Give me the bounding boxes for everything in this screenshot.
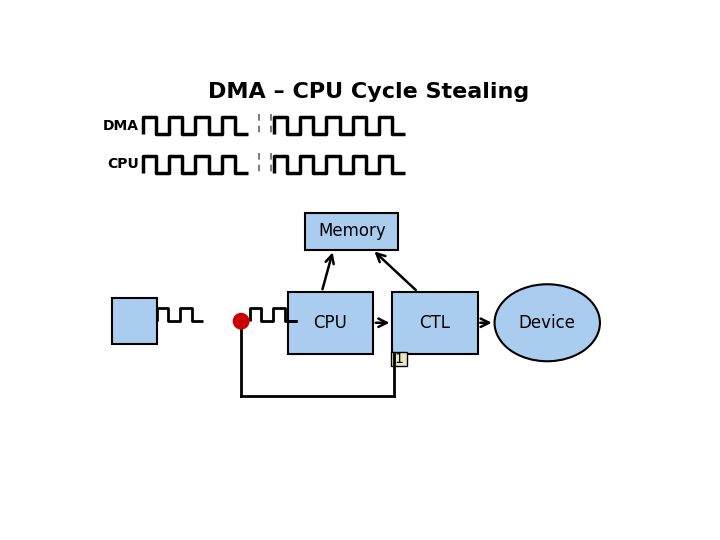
Text: CPU: CPU	[313, 314, 347, 332]
Text: DMA – CPU Cycle Stealing: DMA – CPU Cycle Stealing	[208, 82, 530, 102]
Text: 1: 1	[395, 352, 404, 366]
Text: CPU: CPU	[107, 157, 139, 171]
Circle shape	[233, 314, 249, 329]
Text: Device: Device	[518, 314, 576, 332]
FancyBboxPatch shape	[392, 292, 477, 354]
Ellipse shape	[495, 284, 600, 361]
FancyBboxPatch shape	[392, 352, 407, 366]
Text: CTL: CTL	[419, 314, 451, 332]
FancyBboxPatch shape	[112, 298, 157, 345]
FancyBboxPatch shape	[287, 292, 373, 354]
Text: DMA: DMA	[103, 119, 139, 133]
Text: Memory: Memory	[318, 222, 386, 240]
FancyBboxPatch shape	[305, 213, 398, 249]
